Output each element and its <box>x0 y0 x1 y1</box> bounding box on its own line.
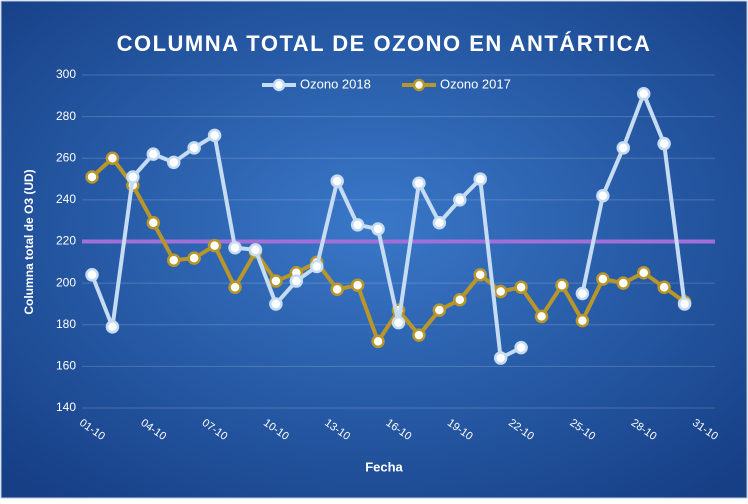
point <box>636 86 651 101</box>
point <box>493 284 508 299</box>
point <box>371 334 385 349</box>
point <box>677 297 692 311</box>
y-axis-label: Columna total de O3 (UD) <box>22 169 36 314</box>
point <box>85 268 99 282</box>
point <box>371 222 385 236</box>
legend-marker <box>272 78 286 92</box>
point <box>187 251 201 265</box>
point <box>432 216 447 230</box>
point <box>514 280 528 295</box>
point <box>269 274 283 288</box>
point <box>350 218 365 232</box>
y-tick-label: 260 <box>56 150 76 164</box>
point <box>391 315 406 330</box>
point <box>228 280 242 295</box>
point <box>85 170 99 184</box>
point <box>575 313 590 328</box>
y-tick-label: 180 <box>56 317 76 331</box>
point <box>453 193 467 207</box>
point <box>432 303 447 317</box>
point <box>636 265 651 280</box>
point <box>412 176 426 190</box>
point <box>657 280 671 295</box>
point <box>207 128 222 143</box>
point <box>146 147 161 161</box>
point <box>228 240 242 255</box>
x-axis-label: Fecha <box>365 459 403 474</box>
y-tick-label: 220 <box>56 234 76 248</box>
point <box>616 276 631 290</box>
y-tick-label: 140 <box>56 400 76 414</box>
legend-label: Ozono 2017 <box>440 76 511 91</box>
point <box>596 188 610 203</box>
y-tick-label: 280 <box>56 109 76 123</box>
y-tick-label: 300 <box>56 67 76 81</box>
point <box>207 238 222 253</box>
y-tick-label: 240 <box>56 192 76 206</box>
point <box>575 286 590 301</box>
point <box>534 309 549 324</box>
point <box>412 328 426 342</box>
y-tick-label: 200 <box>56 275 76 289</box>
point <box>616 141 631 155</box>
legend-label: Ozono 2018 <box>300 76 371 91</box>
point <box>330 174 344 188</box>
point <box>453 293 467 307</box>
point <box>269 297 283 311</box>
point <box>166 253 181 267</box>
point <box>596 272 610 286</box>
series-line <box>90 91 687 361</box>
point <box>330 282 344 297</box>
point <box>350 278 365 292</box>
point <box>126 170 140 184</box>
point <box>289 274 304 288</box>
point <box>473 268 487 282</box>
point <box>187 141 201 155</box>
legend-marker <box>412 78 426 92</box>
point <box>555 278 569 292</box>
point <box>248 243 263 257</box>
point <box>146 216 161 230</box>
point <box>166 155 181 170</box>
point <box>105 151 120 165</box>
point <box>493 351 508 365</box>
point <box>514 340 528 355</box>
point <box>657 136 671 151</box>
point <box>310 259 324 274</box>
chart-title: COLUMNA TOTAL DE OZONO EN ANTÁRTICA <box>117 31 652 56</box>
point <box>473 172 487 186</box>
y-tick-label: 160 <box>56 359 76 373</box>
point <box>105 320 120 334</box>
